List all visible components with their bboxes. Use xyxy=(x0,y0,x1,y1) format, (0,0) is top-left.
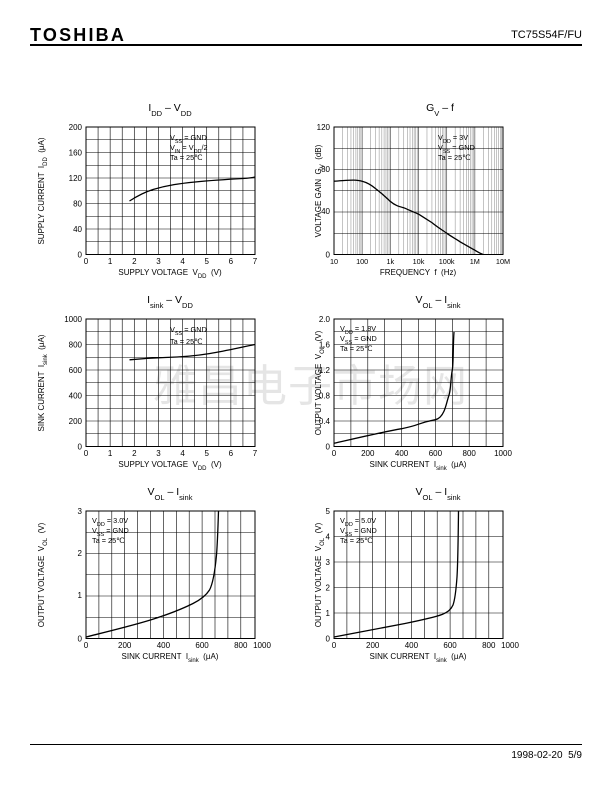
svg-text:FREQUENCY f (Hz): FREQUENCY f (Hz) xyxy=(380,268,457,277)
svg-text:SUPPLY CURRENT IDD (μA): SUPPLY CURRENT IDD (μA) xyxy=(37,137,49,244)
svg-text:1: 1 xyxy=(108,449,113,458)
svg-text:SINK CURRENT Isink (μA): SINK CURRENT Isink (μA) xyxy=(370,460,467,472)
svg-text:1M: 1M xyxy=(470,257,480,266)
svg-text:SINK CURRENT Isink (μA): SINK CURRENT Isink (μA) xyxy=(370,652,467,664)
svg-text:3: 3 xyxy=(156,257,161,266)
svg-text:1: 1 xyxy=(78,591,83,600)
svg-text:400: 400 xyxy=(69,392,83,401)
svg-text:Ta = 25℃: Ta = 25℃ xyxy=(92,536,124,545)
svg-text:SUPPLY VOLTAGE VDD (V): SUPPLY VOLTAGE VDD (V) xyxy=(118,460,222,472)
svg-text:6: 6 xyxy=(229,449,234,458)
svg-text:10: 10 xyxy=(330,257,338,266)
svg-text:200: 200 xyxy=(69,417,83,426)
svg-text:400: 400 xyxy=(395,449,409,458)
svg-text:0: 0 xyxy=(78,443,83,452)
svg-text:200: 200 xyxy=(69,123,83,132)
svg-text:5: 5 xyxy=(204,257,209,266)
svg-text:2: 2 xyxy=(78,549,83,558)
svg-text:Ta = 25℃: Ta = 25℃ xyxy=(170,153,202,162)
svg-text:7: 7 xyxy=(253,449,258,458)
svg-text:VSS = GND: VSS = GND xyxy=(170,325,207,337)
svg-text:SINK CURRENT Isink (μA): SINK CURRENT Isink (μA) xyxy=(37,334,49,431)
svg-text:3: 3 xyxy=(326,558,331,567)
svg-text:Ta = 25℃: Ta = 25℃ xyxy=(170,337,202,346)
svg-text:0: 0 xyxy=(84,449,89,458)
svg-text:800: 800 xyxy=(69,341,83,350)
svg-text:1000: 1000 xyxy=(501,641,519,650)
svg-text:120: 120 xyxy=(317,123,331,132)
svg-text:Isink – VDD: Isink – VDD xyxy=(147,294,193,310)
svg-text:Ta = 25℃: Ta = 25℃ xyxy=(438,153,470,162)
svg-text:3: 3 xyxy=(156,449,161,458)
svg-text:10k: 10k xyxy=(413,257,425,266)
svg-text:800: 800 xyxy=(234,641,248,650)
svg-text:400: 400 xyxy=(157,641,171,650)
svg-text:SINK CURRENT Isink (μA): SINK CURRENT Isink (μA) xyxy=(122,652,219,664)
svg-text:2: 2 xyxy=(326,584,331,593)
svg-text:120: 120 xyxy=(69,174,83,183)
svg-text:OUTPUT VOLTAGE VOL (V): OUTPUT VOLTAGE VOL (V) xyxy=(37,522,49,627)
svg-text:5: 5 xyxy=(204,449,209,458)
svg-text:0: 0 xyxy=(84,641,89,650)
svg-text:0: 0 xyxy=(78,251,83,260)
svg-text:VOL – Isink: VOL – Isink xyxy=(416,486,461,502)
svg-text:0: 0 xyxy=(332,641,337,650)
svg-text:GV – f: GV – f xyxy=(426,102,454,118)
svg-text:1000: 1000 xyxy=(494,449,512,458)
svg-text:0: 0 xyxy=(326,443,331,452)
svg-text:200: 200 xyxy=(361,449,375,458)
svg-text:200: 200 xyxy=(118,641,132,650)
svg-text:IDD – VDD: IDD – VDD xyxy=(148,102,192,118)
svg-text:4: 4 xyxy=(180,449,185,458)
svg-text:VOL – Isink: VOL – Isink xyxy=(416,294,461,310)
svg-text:40: 40 xyxy=(73,225,82,234)
svg-text:800: 800 xyxy=(463,449,477,458)
svg-text:1000: 1000 xyxy=(64,315,82,324)
svg-text:2: 2 xyxy=(132,449,137,458)
svg-text:1000: 1000 xyxy=(253,641,271,650)
svg-text:2: 2 xyxy=(132,257,137,266)
svg-text:600: 600 xyxy=(443,641,457,650)
svg-text:160: 160 xyxy=(69,149,83,158)
svg-text:600: 600 xyxy=(69,366,83,375)
svg-text:0: 0 xyxy=(84,257,89,266)
svg-text:600: 600 xyxy=(429,449,443,458)
svg-text:800: 800 xyxy=(482,641,496,650)
svg-text:0: 0 xyxy=(326,635,331,644)
svg-text:5: 5 xyxy=(326,507,331,516)
svg-text:VOL – Isink: VOL – Isink xyxy=(148,486,193,502)
svg-text:2.0: 2.0 xyxy=(319,315,331,324)
svg-text:VOLTAGE GAIN GV (dB): VOLTAGE GAIN GV (dB) xyxy=(314,144,326,237)
svg-text:1k: 1k xyxy=(386,257,394,266)
svg-text:Ta = 25℃: Ta = 25℃ xyxy=(340,536,372,545)
svg-text:400: 400 xyxy=(405,641,419,650)
svg-text:6: 6 xyxy=(229,257,234,266)
svg-text:1: 1 xyxy=(326,609,331,618)
svg-text:80: 80 xyxy=(73,200,82,209)
svg-text:4: 4 xyxy=(326,533,331,542)
svg-text:4: 4 xyxy=(180,257,185,266)
svg-text:10M: 10M xyxy=(496,257,510,266)
svg-text:100k: 100k xyxy=(439,257,455,266)
svg-text:0: 0 xyxy=(78,635,83,644)
svg-text:200: 200 xyxy=(366,641,380,650)
svg-text:1: 1 xyxy=(108,257,113,266)
svg-text:OUTPUT VOLTAGE VOL (V): OUTPUT VOLTAGE VOL (V) xyxy=(314,522,326,627)
svg-text:SUPPLY VOLTAGE VDD (V): SUPPLY VOLTAGE VDD (V) xyxy=(118,268,222,280)
svg-text:600: 600 xyxy=(195,641,209,650)
svg-text:7: 7 xyxy=(253,257,258,266)
svg-text:3: 3 xyxy=(78,507,83,516)
svg-text:100: 100 xyxy=(356,257,368,266)
svg-text:0: 0 xyxy=(332,449,337,458)
